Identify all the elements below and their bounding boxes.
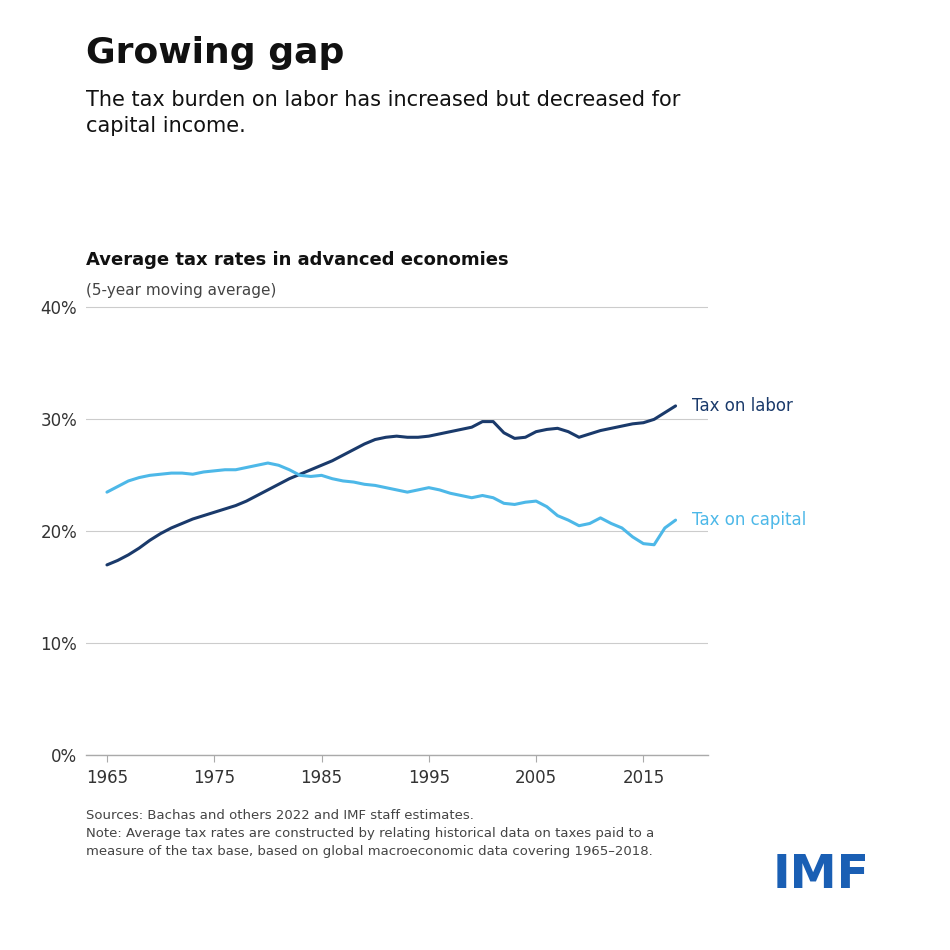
Text: Sources: Bachas and others 2022 and IMF staff estimates.
Note: Average tax rates: Sources: Bachas and others 2022 and IMF … [86,809,654,859]
Text: Average tax rates in advanced economies: Average tax rates in advanced economies [86,251,508,269]
Text: The tax burden on labor has increased but decreased for
capital income.: The tax burden on labor has increased bu… [86,90,680,136]
Text: Growing gap: Growing gap [86,36,344,70]
Text: (5-year moving average): (5-year moving average) [86,283,276,298]
Text: IMF: IMF [772,853,869,898]
Text: Tax on capital: Tax on capital [692,511,806,529]
Text: Tax on labor: Tax on labor [692,397,792,415]
